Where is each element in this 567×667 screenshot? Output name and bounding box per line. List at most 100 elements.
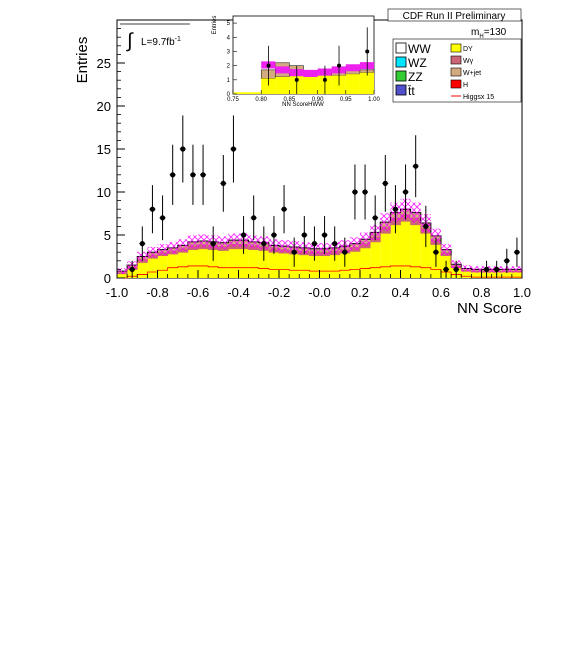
inset-y-tick-label: 2 xyxy=(227,64,231,70)
data-point xyxy=(240,232,247,238)
data-point xyxy=(372,215,378,221)
data-point xyxy=(301,232,307,238)
inset-x-tick-label: 0.80 xyxy=(255,97,267,103)
x-tick-label: -1.0 xyxy=(106,285,128,300)
data-point xyxy=(230,146,237,152)
stack-bin-dy xyxy=(167,253,178,278)
legend-label: Wγ xyxy=(463,58,474,65)
x-tick-label: -0.4 xyxy=(227,285,249,300)
data-point xyxy=(159,215,166,221)
y-tick-label: 10 xyxy=(97,185,111,200)
x-tick-label: -0.2 xyxy=(268,285,290,300)
stack-bin-dy xyxy=(279,253,290,278)
integral-symbol: ∫ xyxy=(126,30,134,52)
data-point xyxy=(514,249,520,255)
stack-bin-dy xyxy=(400,221,411,278)
uncertainty-band-bin xyxy=(279,240,290,253)
stack-bin-dy xyxy=(360,247,371,278)
legend-swatch xyxy=(395,84,407,96)
data-point xyxy=(362,189,368,195)
uncertainty-band-bin xyxy=(117,268,128,275)
inset-data-point xyxy=(266,63,271,68)
stack-bin-dy xyxy=(248,249,259,278)
legend-label: WZ xyxy=(408,56,427,70)
stack-bin-dy xyxy=(117,273,128,278)
mass-label: mH=130 xyxy=(471,27,507,40)
inset-y-tick-label: 4 xyxy=(227,35,231,41)
stack-bin-dy xyxy=(238,248,249,278)
x-tick-label: 0.6 xyxy=(432,285,450,300)
uncertainty-band-bin xyxy=(360,232,371,247)
stack-bin-dy xyxy=(208,249,219,278)
inset-x-tick-label: 1.00 xyxy=(368,97,380,103)
stack-bin-dy xyxy=(147,258,158,278)
stack-bin-dy xyxy=(187,249,198,278)
inset-stack-dy xyxy=(345,74,360,94)
y-tick-label: 15 xyxy=(97,142,111,157)
inset-stack-dy-low xyxy=(233,92,262,94)
uncertainty-band-bin xyxy=(430,228,441,244)
stack-bin-dy xyxy=(319,255,330,278)
uncertainty-band-bin xyxy=(147,246,158,258)
legend-label: W+jet xyxy=(463,70,481,77)
uncertainty-band-bin xyxy=(218,236,229,250)
data-point xyxy=(352,189,358,195)
legend-swatch xyxy=(395,42,407,54)
data-point xyxy=(261,241,267,247)
data-point xyxy=(402,189,409,195)
data-point xyxy=(271,232,277,238)
uncertainty-band-bin xyxy=(441,244,452,256)
data-point xyxy=(170,172,176,178)
stack-bin-dy xyxy=(268,252,279,278)
inset-x-tick-label: 0.90 xyxy=(312,97,324,103)
uncertainty-band-bin xyxy=(198,234,209,248)
legend-label: H xyxy=(463,82,468,89)
y-tick-label: 5 xyxy=(104,228,111,243)
stack-bin-dy xyxy=(461,271,472,278)
data-point xyxy=(483,266,490,272)
uncertainty-band-bin xyxy=(248,235,259,249)
inset-y-tick-label: 1 xyxy=(227,78,231,84)
uncertainty-band-bin xyxy=(228,233,239,247)
x-tick-label: -0.8 xyxy=(146,285,168,300)
data-point xyxy=(453,266,459,272)
stack-bin-dy xyxy=(309,255,320,278)
x-tick-label: 0.4 xyxy=(391,285,409,300)
data-point xyxy=(149,206,156,212)
stack-bin-dy xyxy=(420,233,431,278)
uncertainty-band-bin xyxy=(511,266,522,273)
legend-swatch xyxy=(450,67,462,77)
inset-data-point xyxy=(365,49,370,54)
data-point xyxy=(129,266,135,272)
uncertainty-band-bin xyxy=(380,213,391,231)
stack-bin-dy xyxy=(228,248,239,278)
legend-label: t̄t xyxy=(408,84,416,98)
x-tick-label: 0.8 xyxy=(472,285,490,300)
data-point xyxy=(180,146,186,152)
data-point xyxy=(200,172,206,178)
data-point xyxy=(291,249,297,255)
legend-label: WW xyxy=(408,42,431,56)
stack-bin-dy xyxy=(329,254,340,278)
data-point xyxy=(413,163,419,169)
y-axis-label: Entries xyxy=(74,37,91,84)
legend-label: Higgsx 15 xyxy=(463,94,494,101)
data-point xyxy=(443,266,449,272)
stack-bin-dy xyxy=(390,224,401,278)
legend-swatch xyxy=(395,56,407,68)
legend-swatch xyxy=(450,43,462,53)
stack-bin-dy xyxy=(370,241,381,278)
header-box xyxy=(387,8,522,22)
inset-x-tick-label: 0.85 xyxy=(284,97,296,103)
stack-bin-dy xyxy=(299,254,310,278)
data-point xyxy=(332,241,338,247)
luminosity-label: L=9.7fb-1 xyxy=(141,36,181,48)
stack-bin-dy xyxy=(349,251,360,278)
data-point xyxy=(433,249,439,255)
chart-header: CDF Run II Preliminary xyxy=(403,11,506,22)
stack-bin-dy xyxy=(258,250,269,278)
inset-stack-dy xyxy=(359,72,374,94)
uncertainty-band-bin xyxy=(471,266,482,273)
